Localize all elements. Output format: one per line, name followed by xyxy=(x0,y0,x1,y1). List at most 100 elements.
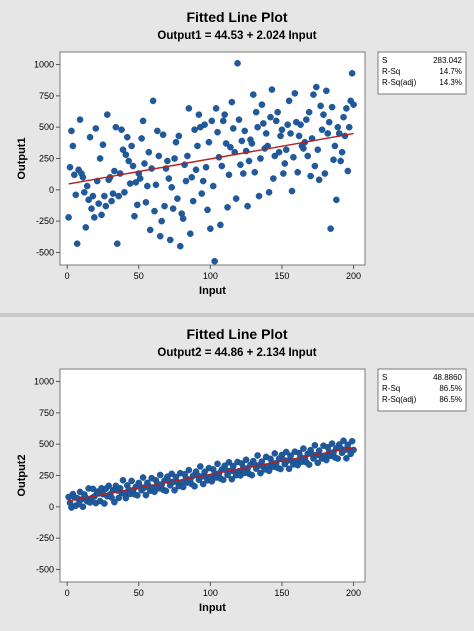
data-point xyxy=(257,469,264,477)
data-point xyxy=(302,116,310,123)
chart-title: Fitted Line Plot xyxy=(186,9,287,25)
data-point xyxy=(280,170,287,177)
data-point xyxy=(69,142,77,150)
data-point xyxy=(257,155,264,162)
data-point xyxy=(182,177,190,185)
data-point xyxy=(327,225,334,232)
stat-label: R-Sq(adj) xyxy=(382,78,417,87)
x-axis-label: Input xyxy=(199,602,226,614)
x-tick-label: 100 xyxy=(203,588,218,598)
data-point xyxy=(121,189,128,196)
x-axis-label: Input xyxy=(199,285,226,297)
data-point xyxy=(151,207,158,215)
data-point xyxy=(86,133,94,141)
fitted-line xyxy=(68,447,354,502)
data-point xyxy=(272,117,280,125)
data-point xyxy=(340,113,347,121)
data-point xyxy=(305,108,313,116)
data-point xyxy=(152,181,160,189)
data-point xyxy=(142,491,150,499)
data-point xyxy=(287,130,294,137)
data-point xyxy=(251,168,259,176)
data-point xyxy=(88,205,95,212)
data-point xyxy=(149,97,157,105)
data-point xyxy=(188,173,196,181)
data-point xyxy=(119,146,127,154)
data-point xyxy=(122,494,130,502)
data-point xyxy=(199,480,207,488)
data-point xyxy=(242,456,250,464)
stat-value: 14.7% xyxy=(439,67,462,76)
data-point xyxy=(129,162,137,170)
data-point xyxy=(134,201,141,209)
data-point xyxy=(237,161,244,169)
data-point xyxy=(275,148,283,156)
data-point xyxy=(205,138,213,146)
data-point xyxy=(310,91,317,98)
data-point xyxy=(229,125,237,132)
data-point xyxy=(92,125,100,132)
y-tick-label: -500 xyxy=(36,564,54,574)
data-point xyxy=(315,176,323,184)
data-point xyxy=(235,116,243,123)
data-point xyxy=(185,105,193,112)
data-point xyxy=(285,465,293,473)
data-point xyxy=(254,452,261,459)
data-point xyxy=(83,182,91,190)
data-point xyxy=(248,140,256,147)
data-point xyxy=(328,440,336,447)
data-point xyxy=(262,130,270,137)
data-point xyxy=(191,483,198,490)
data-point xyxy=(68,127,75,135)
data-point xyxy=(146,226,154,234)
data-point xyxy=(179,483,187,491)
data-point xyxy=(218,162,226,170)
data-point xyxy=(195,111,203,118)
data-point xyxy=(317,102,324,110)
data-point xyxy=(321,170,329,177)
y-tick-label: -500 xyxy=(36,247,54,257)
data-point xyxy=(270,175,277,182)
data-point xyxy=(118,126,125,133)
data-point xyxy=(184,152,191,160)
y-tick-label: 0 xyxy=(49,502,54,512)
stat-value: 86.5% xyxy=(439,384,462,393)
data-point xyxy=(105,482,112,490)
data-point xyxy=(134,492,141,499)
data-point xyxy=(318,126,326,133)
data-point xyxy=(227,143,234,151)
data-point xyxy=(224,204,231,211)
data-point xyxy=(162,487,170,495)
data-point xyxy=(71,171,78,179)
data-point xyxy=(198,190,206,197)
x-tick-label: 150 xyxy=(274,271,289,281)
data-point xyxy=(174,195,181,202)
data-point xyxy=(228,475,236,483)
data-point xyxy=(291,90,299,97)
data-point xyxy=(201,121,208,128)
data-point xyxy=(79,173,87,181)
y-tick-label: 250 xyxy=(39,154,54,164)
data-point xyxy=(108,197,115,205)
stat-label: S xyxy=(382,56,387,65)
data-point xyxy=(221,111,228,118)
data-point xyxy=(241,127,249,135)
data-point xyxy=(212,105,220,112)
data-point xyxy=(214,460,221,468)
data-point xyxy=(102,202,110,210)
data-point xyxy=(165,175,173,182)
data-point xyxy=(282,448,290,456)
data-point xyxy=(300,145,307,152)
data-point xyxy=(225,171,233,179)
data-point xyxy=(333,196,340,204)
data-point xyxy=(282,146,290,154)
data-point xyxy=(204,206,211,214)
data-point xyxy=(66,163,74,171)
data-point xyxy=(232,195,240,202)
stat-value: 86.5% xyxy=(439,395,462,404)
data-point xyxy=(139,474,147,481)
data-point xyxy=(248,471,256,479)
stat-label: R-Sq(adj) xyxy=(382,395,417,404)
fitted-line-plot-output1: Fitted Line Plot Output1 = 44.53 + 2.024 … xyxy=(16,9,467,297)
data-point xyxy=(73,240,81,247)
